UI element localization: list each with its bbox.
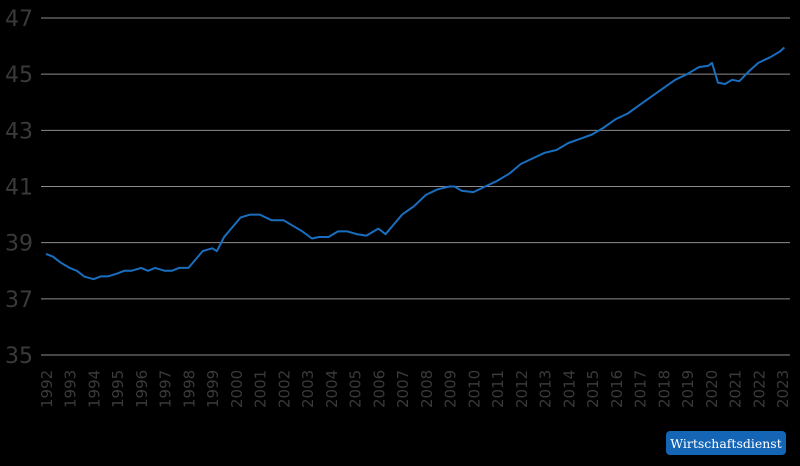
x-tick-label: 2007 (394, 370, 412, 408)
x-tick-label: 2014 (560, 370, 578, 408)
gridlines (41, 17, 790, 356)
y-tick-label: 39 (5, 232, 33, 257)
x-tick-label: 2019 (679, 370, 697, 408)
source-badge-label: Wirtschaftsdienst (670, 435, 782, 451)
x-tick-label: 2006 (370, 370, 388, 408)
x-tick-label: 2020 (703, 370, 721, 408)
y-tick-label: 35 (5, 344, 33, 369)
x-tick-label: 2002 (275, 370, 293, 408)
x-tick-label: 2003 (299, 370, 317, 408)
x-tick-label: 2008 (418, 370, 436, 408)
x-tick-label: 2012 (513, 370, 531, 408)
x-tick-label: 2018 (655, 370, 673, 408)
y-tick-label: 45 (5, 63, 33, 88)
x-tick-label: 2022 (750, 370, 768, 408)
x-tick-label: 1996 (133, 370, 151, 408)
x-tick-label: 2023 (774, 370, 792, 408)
x-tick-label: 2017 (632, 370, 650, 408)
y-axis-ticks: 35 37 39 41 43 45 47 (5, 7, 33, 369)
x-tick-label: 2004 (323, 370, 341, 408)
x-axis-ticks: 1992 1993 1994 1995 1996 1997 1998 1999 2000 2001… (38, 370, 792, 408)
x-tick-label: 1993 (62, 370, 80, 408)
source-badge: Wirtschaftsdienst (666, 431, 786, 455)
x-tick-label: 2009 (442, 370, 460, 408)
x-tick-label: 1995 (109, 370, 127, 408)
x-tick-label: 1994 (85, 370, 103, 408)
x-tick-label: 2013 (537, 370, 555, 408)
x-tick-label: 2021 (727, 370, 745, 408)
data-line (45, 46, 786, 281)
x-tick-label: 2000 (228, 370, 246, 408)
x-tick-label: 2001 (252, 370, 270, 408)
y-tick-label: 43 (5, 119, 33, 144)
x-tick-label: 1997 (157, 370, 175, 408)
x-tick-label: 2005 (347, 370, 365, 408)
y-tick-label: 37 (5, 288, 33, 313)
x-tick-label: 2015 (584, 370, 602, 408)
x-tick-label: 1998 (180, 370, 198, 408)
x-tick-label: 1992 (38, 370, 56, 408)
x-tick-label: 2011 (489, 370, 507, 408)
x-tick-label: 1999 (204, 370, 222, 408)
y-tick-label: 47 (5, 7, 33, 32)
x-tick-label: 2010 (465, 370, 483, 408)
x-tick-label: 2016 (608, 370, 626, 408)
y-tick-label: 41 (5, 176, 33, 201)
